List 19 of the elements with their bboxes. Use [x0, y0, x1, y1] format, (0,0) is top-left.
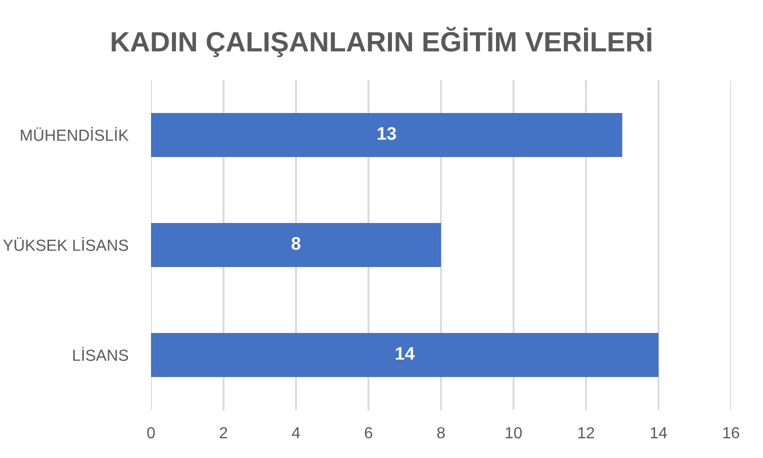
bar — [151, 113, 622, 157]
x-tick-label: 8 — [437, 427, 445, 438]
y-tick-label: YÜKSEK LİSANS — [3, 236, 128, 251]
data-label: 8 — [292, 237, 300, 250]
x-tick-label: 12 — [578, 427, 594, 438]
bar — [151, 333, 658, 377]
x-tick-label: 4 — [292, 427, 300, 438]
chart-title: KADIN ÇALIŞANLARIN EĞİTİM VERİLERİ — [112, 26, 652, 58]
x-tick-label: 6 — [364, 427, 372, 438]
data-label: 14 — [396, 347, 415, 360]
y-tick-label: MÜHENDİSLİK — [20, 126, 129, 141]
x-tick-label: 2 — [220, 427, 228, 438]
data-label: 13 — [378, 127, 396, 140]
y-tick-label: LİSANS — [73, 346, 128, 361]
x-tick-label: 14 — [650, 427, 667, 438]
x-tick-label: 0 — [147, 427, 155, 438]
bar — [151, 223, 441, 267]
x-tick-label: 16 — [723, 427, 740, 438]
x-tick-label: 10 — [506, 427, 522, 438]
